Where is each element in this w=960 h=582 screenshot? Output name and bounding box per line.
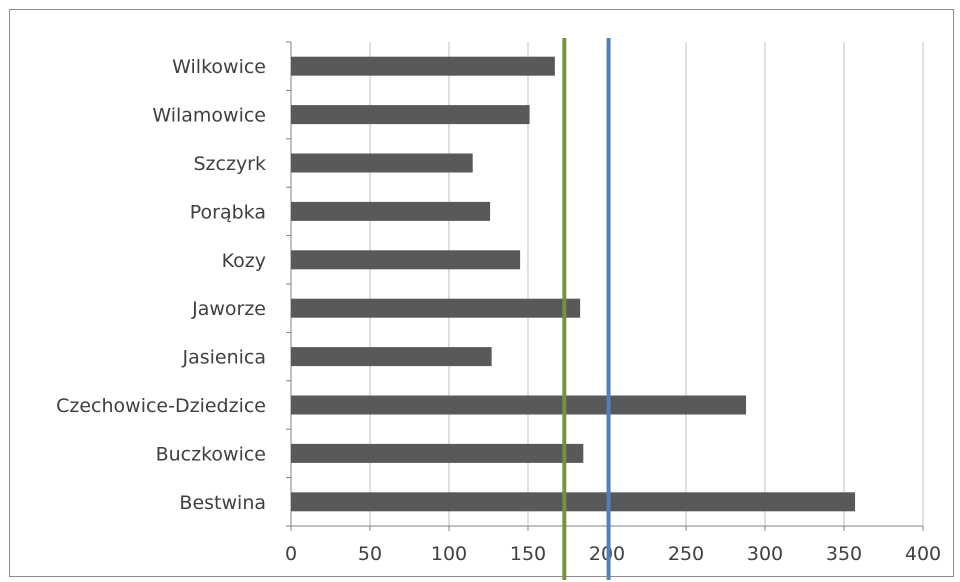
x-tick-label: 150 [510,543,546,565]
x-tick-label: 250 [668,543,704,565]
bar-bestwina [291,492,856,512]
x-tick-label: 100 [431,543,467,565]
bar-czechowice-dziedzice [291,395,747,415]
x-tick-label: 400 [905,543,941,565]
bar-kozy [291,250,521,270]
x-tick-label: 300 [747,543,783,565]
x-tick-label: 350 [826,543,862,565]
category-label: Buczkowice [156,443,266,465]
category-label: Szczyrk [193,153,266,175]
chart-frame [9,9,954,577]
bar-jaworze [291,298,581,318]
category-label: Wilamowice [152,105,266,127]
category-label: Porąbka [190,201,266,223]
category-label: Jasienica [181,347,266,369]
bar-wilamowice [291,105,530,125]
bar-wilkowice [291,56,555,76]
x-tick-label: 0 [285,543,297,565]
category-label: Jaworze [191,298,266,320]
bar-szczyrk [291,153,473,173]
bar-buczkowice [291,443,584,463]
category-label: Czechowice-Dziedzice [56,395,266,417]
x-tick-label: 50 [358,543,382,565]
bar-jasienica [291,347,492,367]
category-label: Kozy [222,250,266,272]
category-label: Bestwina [179,492,266,514]
bar-por-bka [291,201,491,221]
category-label: Wilkowice [172,56,266,78]
